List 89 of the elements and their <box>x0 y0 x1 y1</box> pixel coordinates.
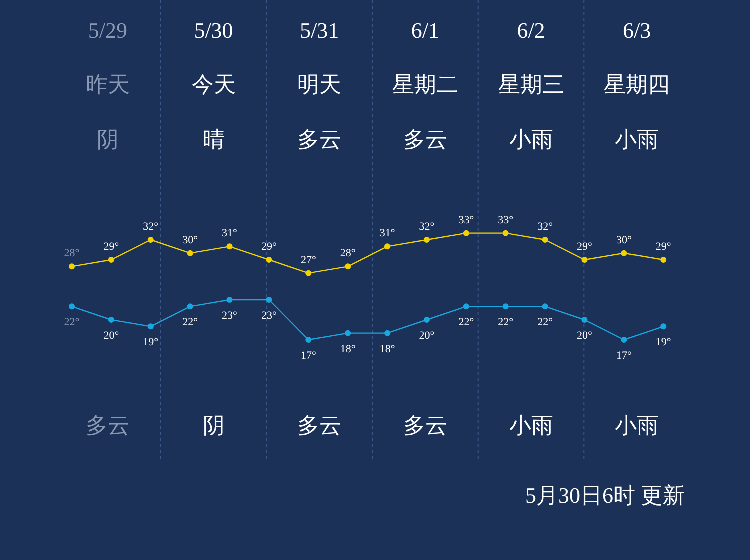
text: 明天 <box>298 72 342 97</box>
point <box>424 237 430 243</box>
point <box>345 264 352 270</box>
text: 多云 <box>403 413 448 438</box>
point <box>187 304 194 310</box>
point <box>542 237 548 243</box>
text: 6/1 <box>411 18 440 43</box>
point <box>582 257 588 263</box>
point <box>502 230 509 236</box>
point <box>266 297 272 303</box>
text: 5/30 <box>194 18 234 43</box>
text: 晴 <box>202 127 225 152</box>
point <box>463 230 470 236</box>
point <box>69 264 75 270</box>
data-label: 31° <box>380 228 396 240</box>
point <box>148 324 154 330</box>
data-label: 17° <box>616 350 632 362</box>
point <box>660 257 667 263</box>
data-label: 18° <box>380 343 396 356</box>
point <box>621 337 628 343</box>
point <box>582 317 588 323</box>
text: 多云 <box>403 127 448 152</box>
text: 5/31 <box>300 18 340 43</box>
data-label: 19° <box>656 336 672 349</box>
data-label: 30° <box>616 234 632 246</box>
text: 今天 <box>192 72 236 97</box>
data-label: 28° <box>340 248 356 260</box>
text: 多云 <box>298 413 342 438</box>
data-label: 31° <box>222 228 238 240</box>
data-label: 23° <box>262 310 277 322</box>
point <box>424 317 430 323</box>
point <box>187 250 194 256</box>
text: 5/29 <box>88 18 128 43</box>
text: 小雨 <box>509 413 554 438</box>
data-label: 32° <box>419 221 435 233</box>
data-label: 22° <box>498 316 514 329</box>
data-label: 20° <box>577 330 592 342</box>
data-label: 20° <box>104 330 120 342</box>
data-label: 17° <box>300 350 316 362</box>
point <box>621 250 628 256</box>
point <box>266 257 272 263</box>
data-label: 29° <box>262 241 277 253</box>
data-label: 32° <box>538 221 553 233</box>
point <box>306 337 312 343</box>
data-label: 29° <box>656 241 672 253</box>
text: 阴 <box>202 413 225 438</box>
data-label: 29° <box>577 241 592 253</box>
text: 6/2 <box>517 18 546 43</box>
text: 小雨 <box>509 127 554 152</box>
text: 星期二 <box>392 72 458 97</box>
text: 小雨 <box>615 127 660 152</box>
data-label: 19° <box>143 336 159 349</box>
text: 阴 <box>96 127 119 152</box>
text: 小雨 <box>615 413 660 438</box>
text: 星期四 <box>604 72 670 97</box>
data-label: 27° <box>300 254 316 266</box>
data-label: 18° <box>340 343 356 356</box>
point <box>108 317 114 323</box>
text: 多云 <box>298 127 342 152</box>
data-label: 23° <box>222 310 238 322</box>
data-label: 28° <box>64 248 80 260</box>
data-label: 29° <box>104 241 120 253</box>
data-label: 33° <box>458 214 474 226</box>
point <box>226 297 233 303</box>
point <box>542 304 548 310</box>
data-label: 22° <box>64 316 80 329</box>
data-label: 33° <box>498 214 514 226</box>
point <box>345 330 352 336</box>
data-label: 30° <box>182 234 198 246</box>
point <box>306 270 312 276</box>
point <box>502 304 509 310</box>
text: 星期三 <box>498 72 564 97</box>
data-label: 20° <box>419 330 435 342</box>
point <box>69 304 75 310</box>
data-label: 22° <box>182 316 198 329</box>
text: 5月30日6时 更新 <box>526 483 685 508</box>
text: 昨天 <box>86 72 130 97</box>
text: 6/3 <box>623 18 652 43</box>
data-label: 22° <box>458 316 474 329</box>
data-label: 22° <box>538 316 553 329</box>
point <box>384 244 391 250</box>
point <box>660 324 667 330</box>
point <box>108 257 114 263</box>
point <box>384 330 391 336</box>
data-label: 32° <box>143 221 159 233</box>
point <box>148 237 154 243</box>
point <box>463 304 470 310</box>
point <box>226 244 233 250</box>
text: 多云 <box>86 413 130 438</box>
